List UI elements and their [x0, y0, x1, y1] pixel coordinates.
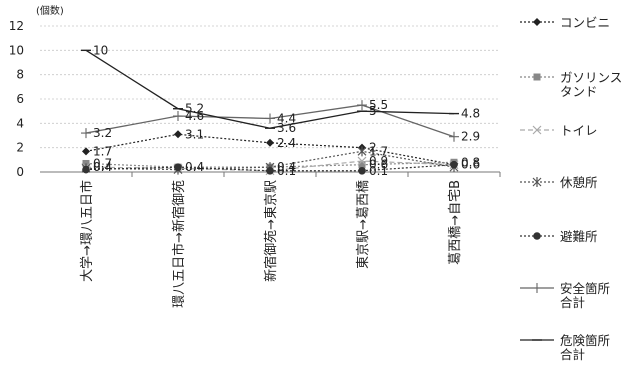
data-label: 0.6: [461, 158, 480, 172]
data-label: 0.1: [277, 164, 296, 178]
series-5: [81, 100, 459, 142]
legend-label-line: トイレ: [560, 123, 598, 138]
legend-label: コンビニ: [560, 15, 610, 30]
legend-item: トイレ: [520, 123, 598, 138]
y-tick-label: 10: [9, 43, 24, 57]
legend-item: 避難所: [520, 229, 598, 244]
data-label: 2.4: [277, 136, 296, 150]
circle-marker: [450, 160, 458, 169]
y-tick-label: 4: [16, 116, 24, 130]
series-4: [82, 160, 458, 175]
legend-label-line: タンド: [560, 84, 598, 99]
data-label: 0.9: [369, 154, 388, 168]
asterisk-marker: [532, 177, 542, 187]
data-label: 2: [369, 141, 377, 155]
legend-label-line: コンビニ: [560, 15, 610, 30]
legend-label: トイレ: [560, 123, 598, 138]
diamond-marker: [266, 138, 274, 147]
x-marker: [532, 125, 542, 135]
legend-label-line: 避難所: [560, 229, 598, 244]
y-unit-label: (個数): [36, 4, 64, 17]
data-label: 5: [369, 104, 377, 118]
x-tick-label: 新宿御苑→東京駅: [263, 180, 279, 282]
plus-marker: [173, 111, 183, 122]
x-tick-label: 環八五日市→新宿御苑: [171, 180, 187, 308]
data-label: 3.1: [185, 127, 204, 141]
x-tick-label: 葛西橋→自宅B: [448, 180, 463, 265]
data-label: 0.6: [369, 158, 388, 172]
plus-marker: [81, 128, 91, 139]
legend-item: 休憩所: [520, 175, 598, 190]
legend-label: 避難所: [560, 229, 598, 244]
square-marker: [533, 73, 541, 81]
legend-label: ガソリンスタンド: [560, 70, 622, 99]
legend-label-line: 休憩所: [560, 175, 598, 190]
legend-label: 休憩所: [560, 175, 598, 190]
data-label: 0.4: [185, 160, 204, 174]
square-marker: [358, 161, 366, 169]
data-label: 2.9: [461, 130, 480, 144]
data-label: 0.4: [277, 160, 296, 174]
legend-item: 危険箇所合計: [520, 333, 610, 362]
data-label: 0.1: [369, 164, 388, 178]
data-label-layer: 1.73.12.4 20.7 0.4 0.4 0.6 0.80.4 0.9 0.61.70.1…: [93, 43, 480, 177]
legend-item: ガソリンスタンド: [520, 70, 622, 99]
y-tick-label: 6: [16, 92, 24, 106]
data-label: 3.6: [277, 121, 296, 135]
legend-label: 安全箇所合計: [560, 281, 610, 310]
legend-label-line: 危険箇所: [560, 333, 610, 348]
diamond-marker: [174, 130, 182, 139]
y-tick-label: 0: [16, 165, 24, 179]
plus-marker: [449, 131, 459, 142]
y-tick-label: 12: [9, 19, 24, 33]
diamond-marker: [82, 147, 90, 156]
data-label: 4.4: [277, 111, 296, 125]
x-tick-label: 大学→環八五日市: [79, 180, 95, 282]
circle-marker: [358, 166, 366, 175]
y-tick-label: 8: [16, 68, 24, 82]
plus-marker: [357, 100, 367, 111]
legend-label-line: ガソリンス: [560, 70, 622, 85]
circle-marker: [266, 166, 274, 175]
asterisk-marker: [357, 146, 367, 157]
data-label: 1.7: [369, 144, 388, 158]
circle-marker: [533, 232, 541, 240]
data-label: 4.6: [185, 109, 204, 123]
data-label: 0.8: [461, 155, 480, 169]
series-6: [81, 49, 459, 129]
plus-marker: [532, 283, 542, 293]
circle-marker: [82, 165, 90, 174]
data-label: 5.2: [185, 102, 204, 116]
x-tick-label: 東京駅→葛西橋: [355, 180, 371, 269]
diamond-marker: [533, 18, 541, 26]
legend-label-line: 合計: [560, 295, 585, 310]
data-label: 10: [93, 43, 108, 57]
legend-label-line: 合計: [560, 347, 585, 362]
data-label: 0.7: [93, 156, 112, 170]
circle-marker: [174, 163, 182, 171]
data-label: 1.7: [93, 144, 112, 158]
series-layer: [81, 49, 459, 176]
data-label: 4.8: [461, 107, 480, 121]
legend-item: コンビニ: [520, 15, 610, 30]
y-tick-label: 2: [16, 141, 24, 155]
data-label: 3.2: [93, 126, 112, 140]
plus-marker: [265, 113, 275, 124]
legend-label-line: 安全箇所: [560, 281, 610, 296]
data-label: 5.5: [369, 98, 388, 112]
axis-layer: (個数) 0 2 4 6 8 10 12 大学→環八五日市 環八五日市→新宿御苑 新宿御苑→東京駅…: [9, 4, 501, 308]
legend-label: 危険箇所合計: [560, 333, 610, 362]
data-label: 0.4: [93, 160, 112, 174]
legend-item: 安全箇所合計: [520, 281, 610, 310]
x-marker: [357, 156, 367, 166]
